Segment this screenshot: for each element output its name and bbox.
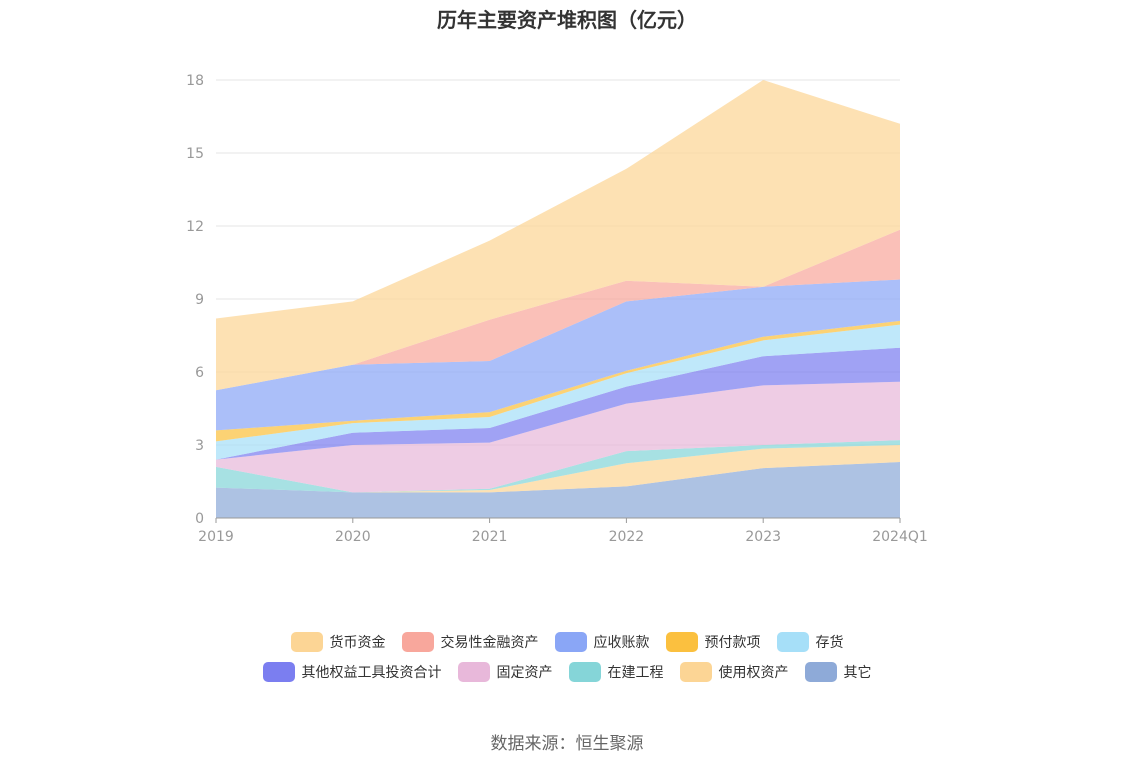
legend-item[interactable]: 存货 bbox=[776, 632, 844, 652]
legend-swatch bbox=[262, 662, 295, 682]
y-tick-label: 3 bbox=[195, 438, 204, 454]
stacked-area-chart: 0 3 6 9 12 15 18 2019 2020 2021 2022 2023 2024Q1 bbox=[186, 73, 928, 545]
legend-label: 货币资金 bbox=[329, 635, 386, 651]
y-tick-label: 6 bbox=[195, 365, 204, 381]
legend-label: 在建工程 bbox=[607, 665, 664, 681]
legend-swatch bbox=[290, 632, 323, 652]
x-tick-label: 2019 bbox=[198, 529, 234, 545]
y-tick-label: 0 bbox=[195, 511, 204, 527]
area-存货 bbox=[216, 324, 900, 460]
area-使用权资产 bbox=[216, 445, 900, 493]
legend-label: 存货 bbox=[815, 635, 844, 651]
area-货币资金 bbox=[216, 80, 900, 391]
legend-row: 货币资金 交易性金融资产 应收账款 预付款项 存货 bbox=[0, 632, 1134, 652]
legend-row: 其他权益工具投资合计 固定资产 在建工程 使用权资产 其它 bbox=[0, 662, 1134, 682]
legend-label: 使用权资产 bbox=[718, 665, 789, 681]
legend-swatch bbox=[457, 662, 490, 682]
legend-swatch bbox=[568, 662, 601, 682]
legend-item[interactable]: 使用权资产 bbox=[679, 662, 789, 682]
legend-swatch bbox=[554, 632, 587, 652]
y-tick-label: 18 bbox=[186, 73, 204, 89]
legend-item[interactable]: 交易性金融资产 bbox=[401, 632, 539, 652]
y-tick-label: 9 bbox=[195, 292, 204, 308]
legend-label: 固定资产 bbox=[496, 665, 553, 681]
legend-label: 应收账款 bbox=[593, 635, 650, 651]
legend-swatch bbox=[679, 662, 712, 682]
legend-item[interactable]: 固定资产 bbox=[457, 662, 553, 682]
legend-item[interactable]: 货币资金 bbox=[290, 632, 386, 652]
area-在建工程 bbox=[216, 440, 900, 493]
legend-label: 其它 bbox=[843, 665, 872, 681]
legend-label: 交易性金融资产 bbox=[440, 635, 539, 651]
series-areas bbox=[216, 80, 900, 518]
area-交易性金融资产 bbox=[216, 229, 900, 391]
x-axis: 2019 2020 2021 2022 2023 2024Q1 bbox=[198, 517, 928, 545]
legend-swatch bbox=[665, 632, 698, 652]
chart-title: 历年主要资产堆积图（亿元） bbox=[437, 8, 697, 32]
legend-label: 其他权益工具投资合计 bbox=[301, 665, 442, 681]
legend-item[interactable]: 在建工程 bbox=[568, 662, 664, 682]
x-tick-label: 2020 bbox=[335, 529, 371, 545]
legend: 货币资金 交易性金融资产 应收账款 预付款项 存货 其他权益工具投资合计 固定资产 在建工程… bbox=[0, 632, 1134, 692]
legend-label: 预付款项 bbox=[704, 635, 761, 651]
area-其他权益工具投资合计 bbox=[216, 347, 900, 460]
x-tick-label: 2024Q1 bbox=[872, 529, 928, 545]
y-axis-ticks: 0 3 6 9 12 15 18 bbox=[186, 73, 204, 527]
legend-swatch bbox=[804, 662, 837, 682]
legend-item[interactable]: 其他权益工具投资合计 bbox=[262, 662, 442, 682]
area-应收账款 bbox=[216, 279, 900, 431]
legend-swatch bbox=[776, 632, 809, 652]
x-tick-label: 2023 bbox=[745, 529, 781, 545]
legend-item[interactable]: 其它 bbox=[804, 662, 872, 682]
x-tick-label: 2021 bbox=[472, 529, 508, 545]
legend-swatch bbox=[401, 632, 434, 652]
x-tick-label: 2022 bbox=[609, 529, 645, 545]
y-tick-label: 15 bbox=[186, 146, 204, 162]
source-note: 数据来源：恒生聚源 bbox=[490, 734, 644, 754]
legend-item[interactable]: 预付款项 bbox=[665, 632, 761, 652]
y-tick-label: 12 bbox=[186, 219, 204, 235]
area-预付款项 bbox=[216, 320, 900, 442]
area-固定资产 bbox=[216, 381, 900, 493]
area-其它 bbox=[216, 462, 900, 518]
legend-item[interactable]: 应收账款 bbox=[554, 632, 650, 652]
